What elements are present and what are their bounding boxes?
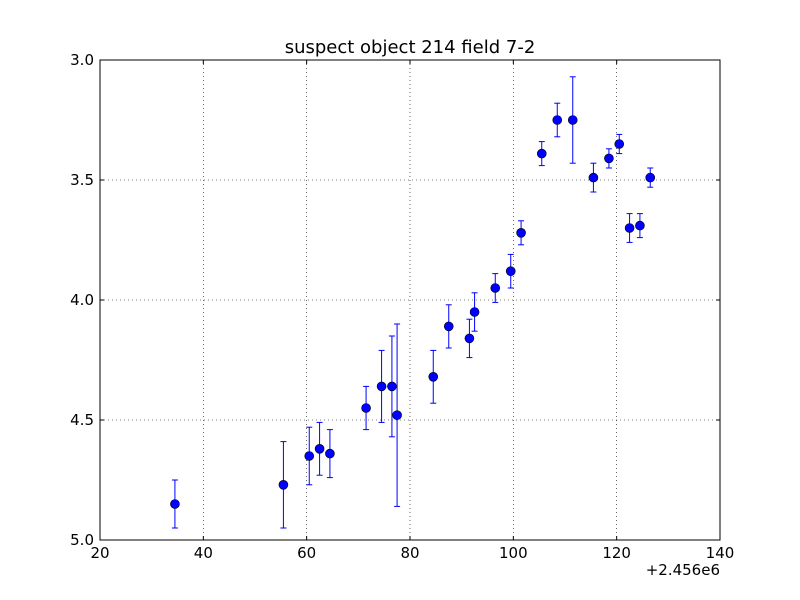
chart-title: suspect object 214 field 7-2 (285, 37, 536, 58)
data-point (464, 333, 475, 344)
data-point (645, 172, 656, 183)
data-point (624, 223, 635, 233)
data-point (304, 451, 315, 461)
data-point (490, 283, 501, 293)
data-point (325, 448, 335, 459)
x-tick-label: 100 (499, 544, 528, 562)
x-axis-offset-label: +2.456e6 (646, 561, 720, 579)
data-point (552, 115, 563, 125)
data-point (376, 381, 387, 392)
x-tick-label: 140 (706, 544, 735, 562)
data-point (387, 381, 397, 392)
data-point (516, 228, 526, 238)
data-point (505, 266, 516, 277)
y-tick-label: 4.5 (70, 411, 94, 429)
x-axis-tick-labels: 20 40 60 80 100 120 140 (90, 544, 734, 562)
data-point (314, 443, 325, 454)
y-tick-label: 3.0 (70, 51, 94, 69)
y-tick-label: 4.0 (70, 291, 94, 309)
grid-lines (99, 59, 721, 541)
error-bars (171, 76, 654, 529)
data-point (428, 371, 439, 382)
data-markers (170, 115, 656, 509)
x-tick-label: 60 (297, 544, 316, 562)
data-point (536, 148, 547, 159)
data-point (443, 321, 454, 332)
y-axis-tick-labels: 3.0 3.5 4.0 4.5 5.0 (70, 51, 94, 549)
data-point (588, 172, 599, 183)
data-point (567, 115, 578, 125)
data-point (614, 139, 625, 149)
data-point (392, 410, 402, 421)
data-point (170, 499, 180, 509)
y-tick-label: 3.5 (70, 171, 94, 189)
data-point (469, 307, 480, 317)
x-tick-label: 20 (90, 544, 109, 562)
x-tick-label: 80 (400, 544, 419, 562)
y-tick-label: 5.0 (70, 531, 94, 549)
axis-ticks (99, 59, 721, 541)
x-tick-label: 40 (194, 544, 213, 562)
data-point (635, 220, 645, 231)
data-point (604, 153, 614, 164)
data-point (361, 403, 371, 413)
x-tick-label: 120 (602, 544, 631, 562)
data-point (278, 479, 289, 490)
